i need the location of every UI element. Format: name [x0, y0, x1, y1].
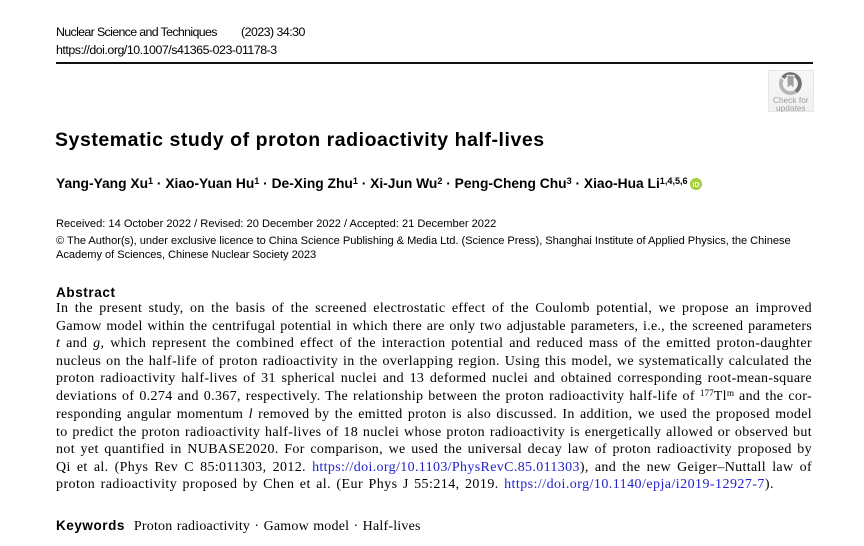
svg-text:updates: updates — [776, 103, 806, 112]
svg-text:Check for: Check for — [773, 95, 809, 105]
svg-text:iD: iD — [692, 181, 699, 188]
